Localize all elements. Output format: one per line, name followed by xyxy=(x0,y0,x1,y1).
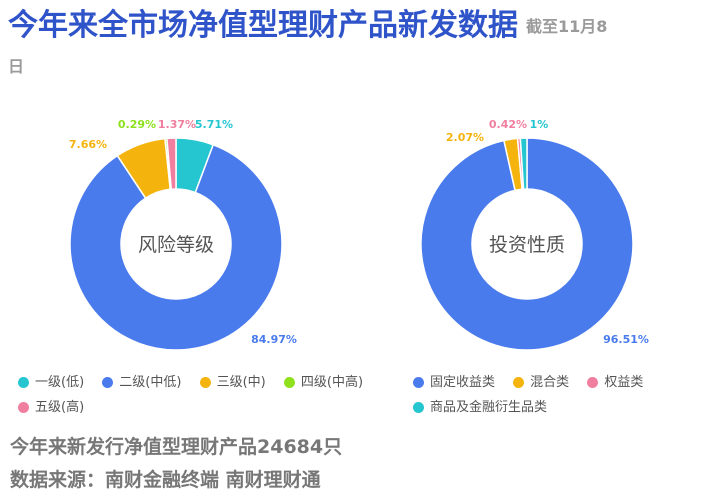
slice-value-label: 5.71% xyxy=(195,118,233,131)
legend-item: 五级(高) xyxy=(18,396,84,419)
donut-slice xyxy=(166,137,177,191)
legend-swatch xyxy=(513,377,525,388)
donut-slice xyxy=(420,137,634,351)
slice-value-label: 0.42% xyxy=(489,118,527,131)
legend-swatch xyxy=(18,377,29,388)
legend-risk: 一级(低) 二级(中低) 三级(中) 四级(中高) 五级(高) xyxy=(18,371,363,421)
slice-value-label: 0.29% xyxy=(118,118,156,131)
legend-swatch xyxy=(102,377,114,388)
title-text: 今年来全市场净值型理财产品新发数据 xyxy=(8,8,518,43)
donut-charts: 5.71% 84.97% 7.66% 0.29% 1.37% 风险等级 96.51% 2.07… xyxy=(69,118,649,351)
legend-item: 固定收益类 xyxy=(413,371,495,394)
slice-value-label: 1.37% xyxy=(158,118,196,131)
total-count: 今年来新发行净值型理财产品24684只 xyxy=(10,436,343,458)
legend-item: 权益类 xyxy=(587,371,643,394)
legend-item: 三级(中) xyxy=(199,371,266,394)
legend-nature: 固定收益类 混合类 权益类 商品及金融衍生品类 xyxy=(413,371,698,421)
legend-swatch xyxy=(199,377,211,388)
subtitle: 截至11月8日 xyxy=(8,17,608,76)
slice-value-label: 2.07% xyxy=(446,131,484,144)
donut-center-label: 投资性质 xyxy=(489,234,565,256)
legend-item: 四级(中高) xyxy=(283,371,363,394)
legend-swatch xyxy=(18,402,29,413)
page-title: 今年来全市场净值型理财产品新发数据 截至11月8日 xyxy=(8,8,608,88)
donut-center-label: 风险等级 xyxy=(138,234,214,256)
legend-item: 一级(低) xyxy=(18,371,84,394)
legend-item: 二级(中低) xyxy=(102,371,181,394)
slice-value-label: 84.97% xyxy=(251,333,297,346)
slice-value-label: 1% xyxy=(530,118,549,131)
legend-item: 商品及金融衍生品类 xyxy=(413,396,547,419)
slice-value-label: 7.66% xyxy=(69,138,107,151)
data-source: 数据来源：南财金融终端 南财理财通 xyxy=(10,469,321,491)
legend-swatch xyxy=(413,402,424,413)
legend-swatch xyxy=(587,377,599,388)
donut-slice xyxy=(69,143,283,351)
legend-swatch xyxy=(283,377,295,388)
legend-item: 混合类 xyxy=(513,371,569,394)
legend-swatch xyxy=(413,377,424,388)
donut-slice xyxy=(519,137,528,190)
slice-value-label: 96.51% xyxy=(603,333,649,346)
